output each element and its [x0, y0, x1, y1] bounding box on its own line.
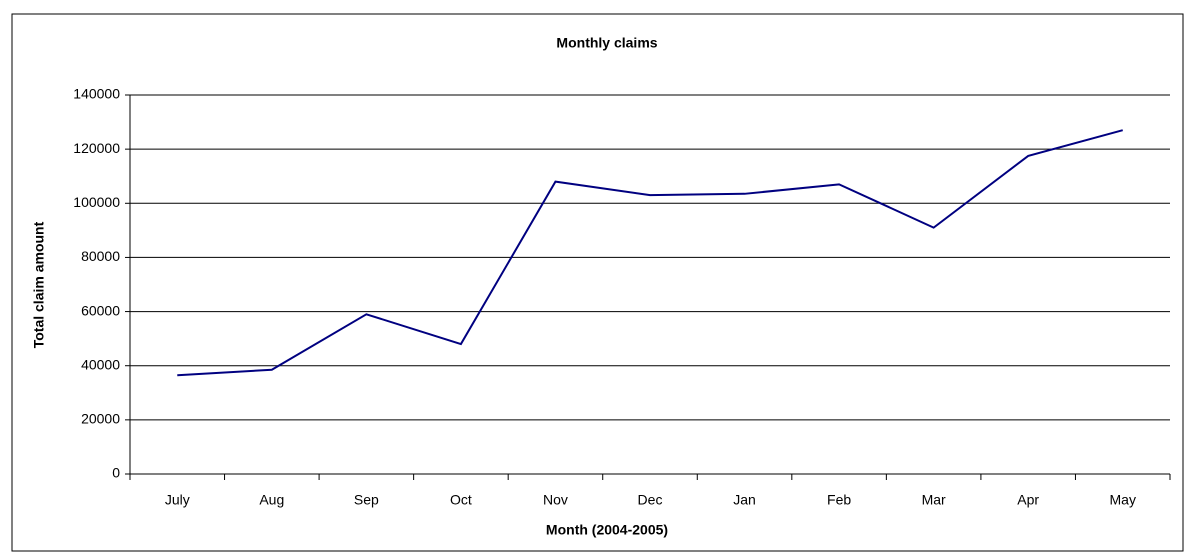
x-tick-label: Sep — [354, 492, 379, 508]
y-tick-label: 20000 — [81, 411, 120, 427]
x-tick-label: May — [1110, 492, 1136, 508]
y-tick-label: 0 — [112, 465, 120, 481]
x-tick-label: Aug — [259, 492, 284, 508]
x-tick-label: Oct — [450, 492, 472, 508]
y-tick-label: 140000 — [73, 86, 120, 102]
x-tick-label: Dec — [638, 492, 663, 508]
x-tick-label: Feb — [827, 492, 851, 508]
chart-title: Monthly claims — [556, 35, 657, 51]
data-line — [177, 129, 1123, 377]
y-tick-label: 40000 — [81, 356, 120, 372]
x-tick-label: July — [165, 492, 190, 508]
y-tick-label: 80000 — [81, 248, 120, 264]
y-tick-label: 60000 — [81, 302, 120, 318]
chart-border — [11, 13, 1184, 552]
y-tick-label: 100000 — [73, 194, 120, 210]
y-tick-label: 120000 — [73, 140, 120, 156]
x-tick-label: Mar — [922, 492, 946, 508]
x-axis-label: Month (2004-2005) — [546, 522, 668, 538]
x-tick-label: Apr — [1017, 492, 1039, 508]
y-axis-label: Total claim amount — [31, 221, 47, 348]
x-tick-label: Jan — [733, 492, 756, 508]
x-tick-label: Nov — [543, 492, 568, 508]
